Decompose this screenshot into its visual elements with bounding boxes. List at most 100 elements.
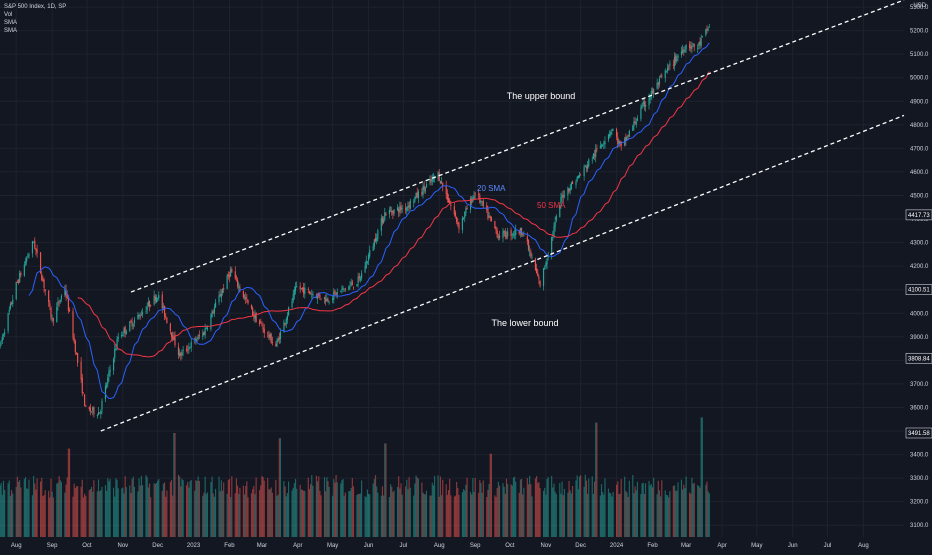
candle-body: [304, 287, 306, 294]
candle-body: [503, 230, 505, 233]
volume-bar: [693, 482, 695, 537]
volume-bar: [417, 478, 419, 537]
candle-body: [255, 313, 257, 323]
price-axis-label: 4200.0: [910, 264, 929, 270]
candle-body: [600, 145, 603, 147]
candle-body: [210, 315, 212, 330]
legend-sma-2[interactable]: SMA: [4, 28, 18, 34]
volume-bar: [465, 484, 467, 537]
candle-body: [104, 386, 107, 400]
volume-bar: [307, 477, 309, 537]
candle-body: [701, 36, 703, 37]
candle-body: [166, 317, 168, 324]
volume-bar: [699, 487, 701, 537]
candle-body: [454, 212, 457, 217]
volume-bar: [221, 490, 224, 537]
volume-bar: [514, 476, 516, 537]
symbol-title[interactable]: S&P 500 Index, 1D, SP: [4, 4, 67, 10]
volume-bar: [228, 478, 231, 537]
candle-body: [619, 140, 621, 144]
candle-body: [73, 337, 75, 342]
price-axis[interactable]: 3100.03200.03300.03400.03500.03600.03700…: [905, 5, 932, 529]
candle-body: [657, 82, 659, 85]
candle-body: [669, 63, 671, 66]
candle-body: [505, 235, 508, 238]
candle-body: [15, 281, 17, 299]
candle-body: [555, 215, 557, 221]
candle-body: [385, 213, 387, 216]
volume-bar: [413, 495, 415, 537]
legend-volume[interactable]: Vol: [4, 12, 13, 18]
legend-sma-1[interactable]: SMA: [4, 20, 18, 26]
volume-bar: [130, 493, 132, 537]
candle-body: [82, 392, 85, 394]
candle-body: [301, 287, 304, 290]
candle-body: [33, 242, 35, 243]
candle-body: [676, 58, 678, 61]
candle-body: [107, 377, 109, 385]
candle-body: [636, 118, 639, 121]
volume-bar: [552, 487, 554, 537]
volume-bar: [174, 433, 176, 537]
candle-body: [407, 206, 409, 209]
volume-bar: [542, 490, 545, 537]
candle-body: [335, 293, 337, 296]
candle-body: [357, 277, 359, 284]
candle-body: [8, 309, 10, 312]
candle-body: [365, 260, 367, 268]
volume-bar: [154, 483, 156, 537]
volume-bar: [430, 495, 432, 537]
candle-body: [502, 231, 504, 238]
candle-body: [570, 182, 572, 190]
moving-averages: [28, 42, 710, 400]
volume-bar: [85, 495, 87, 537]
volume-bar: [340, 483, 342, 537]
volume-bar: [92, 491, 94, 537]
candle-body: [283, 321, 285, 333]
volume-bar: [422, 492, 424, 537]
candle-body: [262, 326, 264, 330]
candle-body: [278, 337, 280, 341]
volume-bar: [349, 490, 351, 537]
volume-bar: [205, 494, 207, 537]
volume-bar: [615, 484, 618, 537]
volume-bar: [117, 488, 119, 537]
candle-body: [628, 131, 630, 137]
volume-bar: [486, 497, 488, 537]
volume-bar: [635, 490, 637, 537]
volume-bar: [278, 438, 280, 537]
candle-body: [214, 302, 217, 308]
candle-body: [169, 323, 171, 332]
volume-bar: [49, 497, 51, 537]
candle-body: [211, 310, 213, 317]
volume-bar: [510, 484, 512, 537]
volume-bar: [432, 485, 435, 537]
volume-bar: [545, 494, 547, 537]
volume-bar: [237, 485, 239, 537]
candle-body: [458, 222, 460, 230]
candle-body: [247, 299, 249, 304]
volume-bar: [101, 486, 103, 537]
volume-bar: [384, 443, 386, 537]
volume-bar: [231, 476, 233, 537]
candle-body: [97, 412, 100, 415]
candle-body: [526, 236, 528, 242]
time-axis-label: Aug: [11, 543, 22, 549]
candle-body: [300, 288, 302, 290]
candle-body: [196, 339, 198, 341]
candle-body: [34, 240, 36, 249]
time-axis[interactable]: Aug Sep Oct Nov Dec 2023 Feb Mar Apr May Jun Jul Aug…: [11, 543, 869, 549]
volume-bar: [292, 487, 294, 537]
volume-bar: [644, 483, 647, 537]
volume-bar: [23, 479, 25, 537]
volume-bar: [546, 478, 548, 537]
price-axis-label: 3300.0: [910, 476, 929, 482]
candle-body: [162, 306, 164, 308]
price-marker-label: 3491.58: [908, 431, 930, 437]
volume-bar: [44, 490, 46, 537]
candle-body: [507, 231, 509, 237]
candle-body: [620, 142, 622, 146]
candle-body: [450, 204, 452, 206]
candle-body: [336, 291, 338, 295]
